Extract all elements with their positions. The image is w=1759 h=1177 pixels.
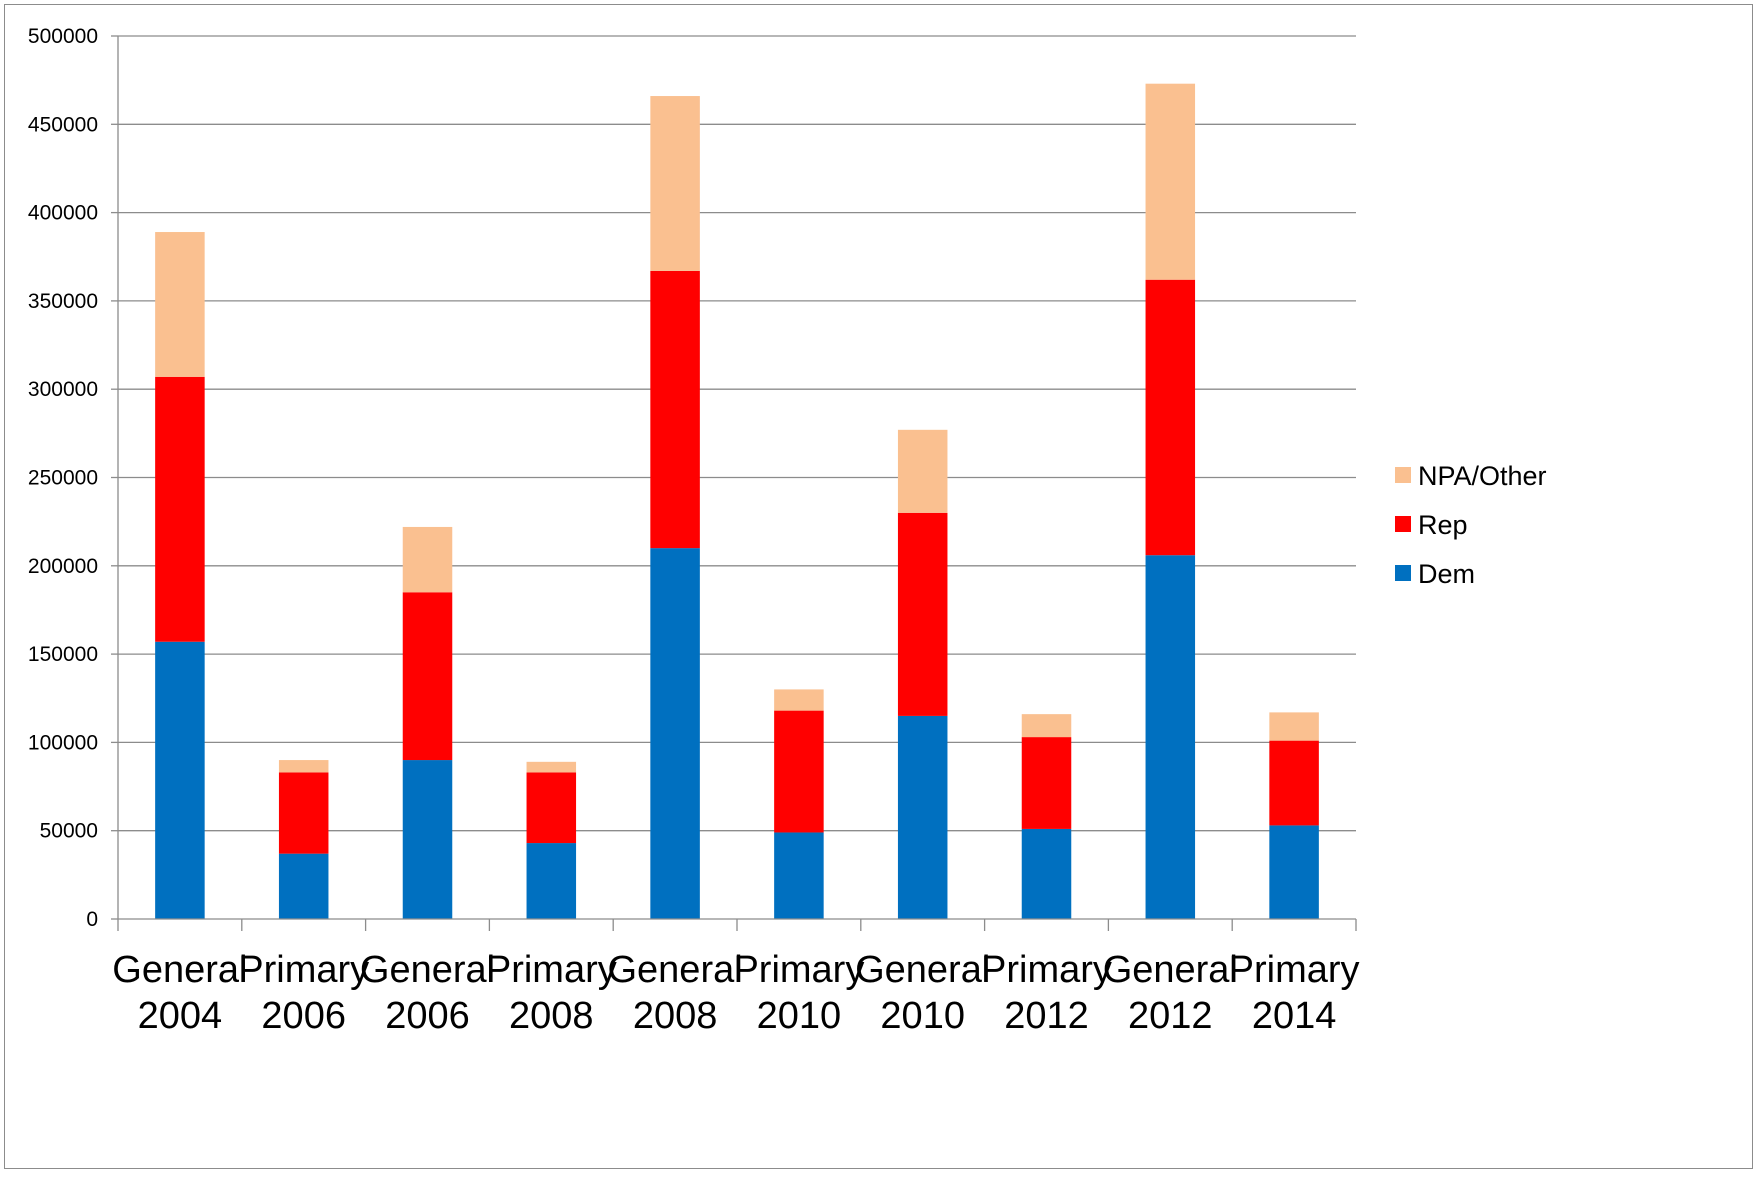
- bar-npa-other-8: [1145, 83, 1196, 280]
- y-tick-label: 100000: [28, 731, 98, 754]
- axes: [111, 35, 1357, 931]
- bar-npa-other-4: [650, 96, 700, 271]
- x-tick-label: 2014: [1252, 995, 1337, 1037]
- bar-rep-1: [278, 772, 329, 854]
- stacked-bar-chart: 0 50000 100000 150000 200000 250000 300000 3500…: [28, 25, 1547, 1037]
- x-tick-label: General: [1103, 949, 1238, 991]
- y-axis-tick-labels: 0 50000 100000 150000 200000 250000 300000 3500…: [28, 25, 98, 931]
- legend-label-npa-other: NPA/Other: [1418, 461, 1547, 491]
- bar-dem-9: [1269, 825, 1319, 919]
- x-tick-label: 2010: [880, 995, 965, 1037]
- y-tick-label: 300000: [28, 378, 98, 401]
- bar-npa-other-3: [526, 761, 577, 773]
- bar-npa-other-2: [402, 526, 453, 593]
- bar-dem-3: [526, 843, 577, 919]
- bar-rep-4: [650, 270, 700, 549]
- bar-rep-2: [402, 592, 453, 761]
- bar-rep-6: [897, 512, 948, 716]
- legend: NPA/Other Rep Dem: [1395, 461, 1547, 589]
- bar-npa-other-1: [278, 760, 329, 773]
- y-tick-label: 350000: [28, 290, 98, 313]
- x-tick-label: Primary: [1229, 949, 1360, 991]
- y-tick-label: 250000: [28, 467, 98, 490]
- x-tick-label: 2004: [138, 995, 223, 1037]
- x-tick-label: 2008: [633, 995, 718, 1037]
- legend-swatch-dem: [1395, 565, 1411, 581]
- y-tick-label: 500000: [28, 25, 98, 48]
- bar-npa-other-9: [1269, 712, 1319, 741]
- x-tick-label: Primary: [238, 949, 369, 991]
- y-tick-label: 200000: [28, 555, 98, 578]
- bar-npa-other-5: [774, 689, 824, 711]
- gridlines: [118, 35, 1356, 832]
- x-axis-tick-labels: General2004Primary2006General2006Primary…: [112, 949, 1359, 1037]
- bar-npa-other-7: [1021, 714, 1072, 738]
- y-tick-label: 0: [86, 908, 98, 931]
- y-tick-label: 50000: [40, 820, 98, 843]
- legend-label-dem: Dem: [1418, 559, 1475, 589]
- chart-frame: 0 50000 100000 150000 200000 250000 300000 3500…: [4, 4, 1753, 1169]
- bar-rep-5: [774, 710, 824, 833]
- y-tick-label: 400000: [28, 202, 98, 225]
- x-tick-label: General: [360, 949, 495, 991]
- bar-dem-1: [278, 853, 329, 919]
- legend-label-rep: Rep: [1418, 510, 1468, 540]
- bar-rep-9: [1269, 740, 1319, 826]
- x-tick-label: 2006: [385, 995, 470, 1037]
- bar-dem-5: [774, 832, 824, 919]
- bar-rep-3: [526, 772, 577, 844]
- legend-swatch-npa-other: [1395, 467, 1411, 483]
- x-tick-label: 2008: [509, 995, 594, 1037]
- bar-rep-7: [1021, 737, 1072, 829]
- x-tick-label: General: [112, 949, 247, 991]
- bar-dem-2: [402, 760, 453, 919]
- bar-rep-0: [155, 376, 205, 642]
- bar-dem-7: [1021, 828, 1072, 919]
- x-tick-label: General: [855, 949, 990, 991]
- bars: [155, 83, 1319, 919]
- x-tick-label: 2006: [261, 995, 346, 1037]
- x-tick-label: 2012: [1128, 995, 1213, 1037]
- bar-npa-other-0: [155, 232, 205, 377]
- y-tick-label: 450000: [28, 113, 98, 136]
- bar-npa-other-6: [897, 429, 948, 513]
- x-tick-label: Primary: [486, 949, 617, 991]
- bar-dem-4: [650, 548, 700, 919]
- bar-dem-8: [1145, 555, 1196, 919]
- bar-dem-0: [155, 641, 205, 919]
- x-tick-label: 2010: [757, 995, 842, 1037]
- x-tick-label: General: [607, 949, 742, 991]
- x-tick-label: Primary: [733, 949, 864, 991]
- legend-swatch-rep: [1395, 516, 1411, 532]
- bar-rep-8: [1145, 279, 1196, 556]
- x-tick-label: 2012: [1004, 995, 1089, 1037]
- x-tick-label: Primary: [981, 949, 1112, 991]
- y-tick-label: 150000: [28, 643, 98, 666]
- bar-dem-6: [897, 715, 948, 919]
